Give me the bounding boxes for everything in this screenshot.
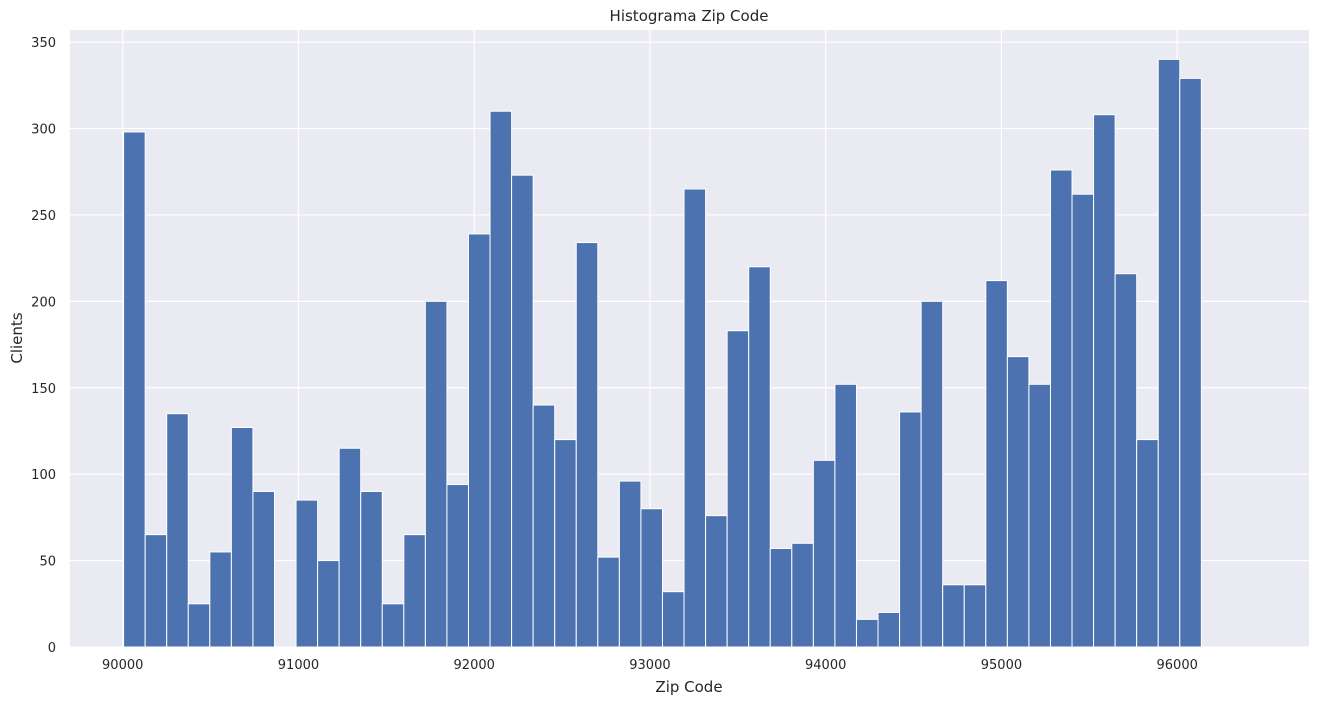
x-axis-label: Zip Code — [655, 678, 722, 696]
histogram-bar — [424, 300, 448, 648]
histogram-bar — [769, 547, 793, 648]
y-tick-label: 300 — [31, 123, 56, 138]
histogram-bar — [575, 242, 599, 648]
histogram-bar — [1093, 114, 1116, 648]
x-tick-label: 95000 — [981, 658, 1022, 673]
y-axis-label: Clients — [8, 312, 26, 363]
histogram-bar — [403, 534, 426, 648]
x-tick-label: 91000 — [278, 658, 319, 673]
histogram-bar — [899, 411, 922, 648]
histogram-bar — [532, 404, 556, 648]
histogram-bar — [317, 560, 340, 648]
y-tick-label: 350 — [31, 36, 56, 51]
histogram-bar — [1028, 383, 1051, 648]
histogram-bar — [1136, 439, 1159, 648]
y-tick-label: 100 — [31, 468, 56, 483]
histogram-bar — [1071, 193, 1095, 648]
x-tick-label: 90000 — [102, 658, 143, 673]
histogram-bar — [554, 439, 577, 648]
histogram-bar — [963, 584, 987, 648]
histogram-bar — [920, 300, 944, 648]
histogram-bar — [338, 447, 362, 648]
x-tick-label: 93000 — [629, 658, 670, 673]
histogram-bar — [791, 542, 814, 648]
histogram-bar — [597, 556, 620, 648]
y-tick-label: 50 — [39, 555, 56, 570]
y-tick-label: 150 — [31, 382, 56, 397]
y-tick-label: 250 — [31, 209, 56, 224]
y-tick-label: 200 — [31, 295, 56, 310]
histogram-bar — [187, 603, 211, 648]
histogram-bar — [855, 618, 879, 648]
histogram-bar — [640, 508, 663, 648]
histogram-bar — [748, 266, 771, 648]
histogram-bar — [726, 330, 750, 648]
x-tick-label: 94000 — [805, 658, 846, 673]
histogram-bar — [1179, 77, 1202, 648]
histogram-bar — [252, 490, 275, 648]
histogram-bar — [446, 484, 469, 648]
histogram-bar — [1006, 356, 1030, 648]
histogram-bar — [511, 174, 534, 648]
histogram-bar — [123, 131, 146, 648]
x-tick-label: 92000 — [454, 658, 495, 673]
y-tick-labels: 0 50 100 150 200 250 300 350 — [31, 36, 56, 656]
y-tick-label: 0 — [48, 641, 56, 656]
histogram-bar — [230, 427, 254, 648]
histogram-bar — [209, 551, 232, 648]
x-tick-labels: 90000 91000 92000 93000 94000 95000 96000 — [102, 658, 1198, 673]
histogram-bar — [618, 480, 642, 648]
histogram-bar — [1114, 273, 1138, 648]
histogram-bar — [661, 591, 685, 648]
histogram-bar — [381, 603, 405, 648]
chart-title: Histograma Zip Code — [610, 7, 769, 25]
histogram-bar — [683, 188, 707, 648]
histogram-bar — [812, 459, 836, 648]
histogram-bar — [1157, 58, 1181, 648]
histogram-bar — [489, 110, 513, 648]
histogram-bar — [942, 584, 965, 648]
histogram-bar — [834, 383, 857, 648]
histogram-bar — [467, 233, 491, 648]
histogram-bar — [295, 499, 319, 648]
histogram-bar — [985, 280, 1008, 648]
histogram-bar — [877, 611, 901, 648]
histogram-bar — [360, 490, 383, 648]
histogram-bar — [144, 534, 168, 648]
x-tick-label: 96000 — [1157, 658, 1198, 673]
histogram-bar — [705, 515, 728, 648]
histogram-bar — [1049, 169, 1073, 648]
bars — [123, 58, 1202, 648]
histogram-bar — [166, 413, 189, 648]
